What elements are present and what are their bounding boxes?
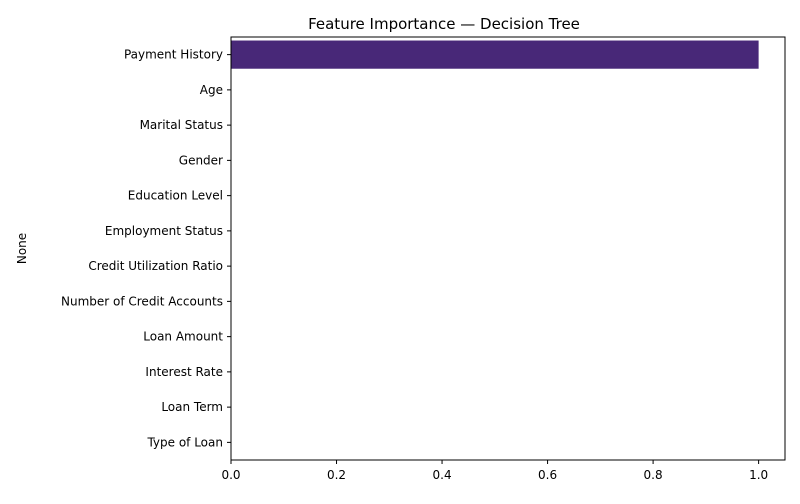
chart-title: Feature Importance — Decision Tree — [308, 15, 580, 33]
x-tick-label: 1.0 — [749, 468, 768, 482]
y-tick-label: Loan Amount — [143, 330, 223, 344]
x-tick-label: 0.0 — [221, 468, 240, 482]
y-tick-label: Number of Credit Accounts — [61, 294, 223, 308]
y-tick-label: Gender — [179, 153, 223, 167]
bars — [231, 40, 759, 69]
x-tick-label: 0.6 — [538, 468, 557, 482]
y-tick-label: Employment Status — [105, 224, 223, 238]
bar — [231, 40, 759, 69]
y-tick-label: Type of Loan — [146, 435, 223, 449]
x-tick-label: 0.2 — [327, 468, 346, 482]
y-tick-label: Loan Term — [161, 400, 223, 414]
x-axis-ticks: 0.0 0.2 0.4 0.6 0.8 1.0 — [221, 460, 768, 482]
y-tick-label: Payment History — [124, 48, 223, 62]
y-axis-ticks: Payment History Age Marital Status Gender Ed… — [61, 48, 231, 449]
y-axis-label: None — [15, 233, 29, 264]
plot-frame — [230, 36, 786, 461]
y-tick-label: Interest Rate — [145, 365, 223, 379]
y-tick-label: Education Level — [128, 189, 223, 203]
y-tick-label: Marital Status — [140, 118, 223, 132]
x-tick-label: 0.8 — [644, 468, 663, 482]
y-tick-label: Age — [200, 83, 223, 97]
x-tick-label: 0.4 — [433, 468, 452, 482]
y-tick-label: Credit Utilization Ratio — [88, 259, 223, 273]
